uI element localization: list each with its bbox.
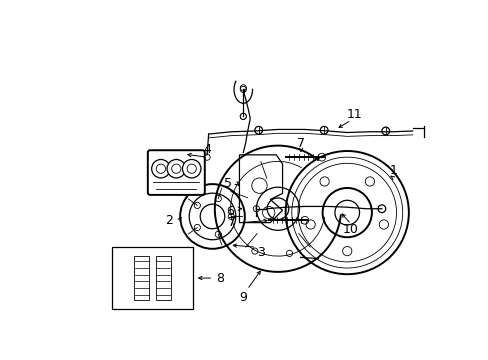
Text: 11: 11 xyxy=(346,108,362,121)
Text: 7: 7 xyxy=(227,216,235,229)
Text: 3: 3 xyxy=(257,246,264,259)
Text: 8: 8 xyxy=(216,271,224,284)
Circle shape xyxy=(182,159,201,178)
Text: 10: 10 xyxy=(343,223,358,236)
Text: 7: 7 xyxy=(296,137,305,150)
Circle shape xyxy=(151,159,170,178)
Text: 9: 9 xyxy=(239,291,247,304)
FancyBboxPatch shape xyxy=(147,150,204,195)
Text: 5: 5 xyxy=(224,177,231,190)
Text: 2: 2 xyxy=(164,214,172,227)
Text: 4: 4 xyxy=(203,143,211,156)
Text: 1: 1 xyxy=(389,164,397,177)
Circle shape xyxy=(167,159,185,178)
Text: 6: 6 xyxy=(226,204,234,217)
Bar xyxy=(112,247,193,309)
